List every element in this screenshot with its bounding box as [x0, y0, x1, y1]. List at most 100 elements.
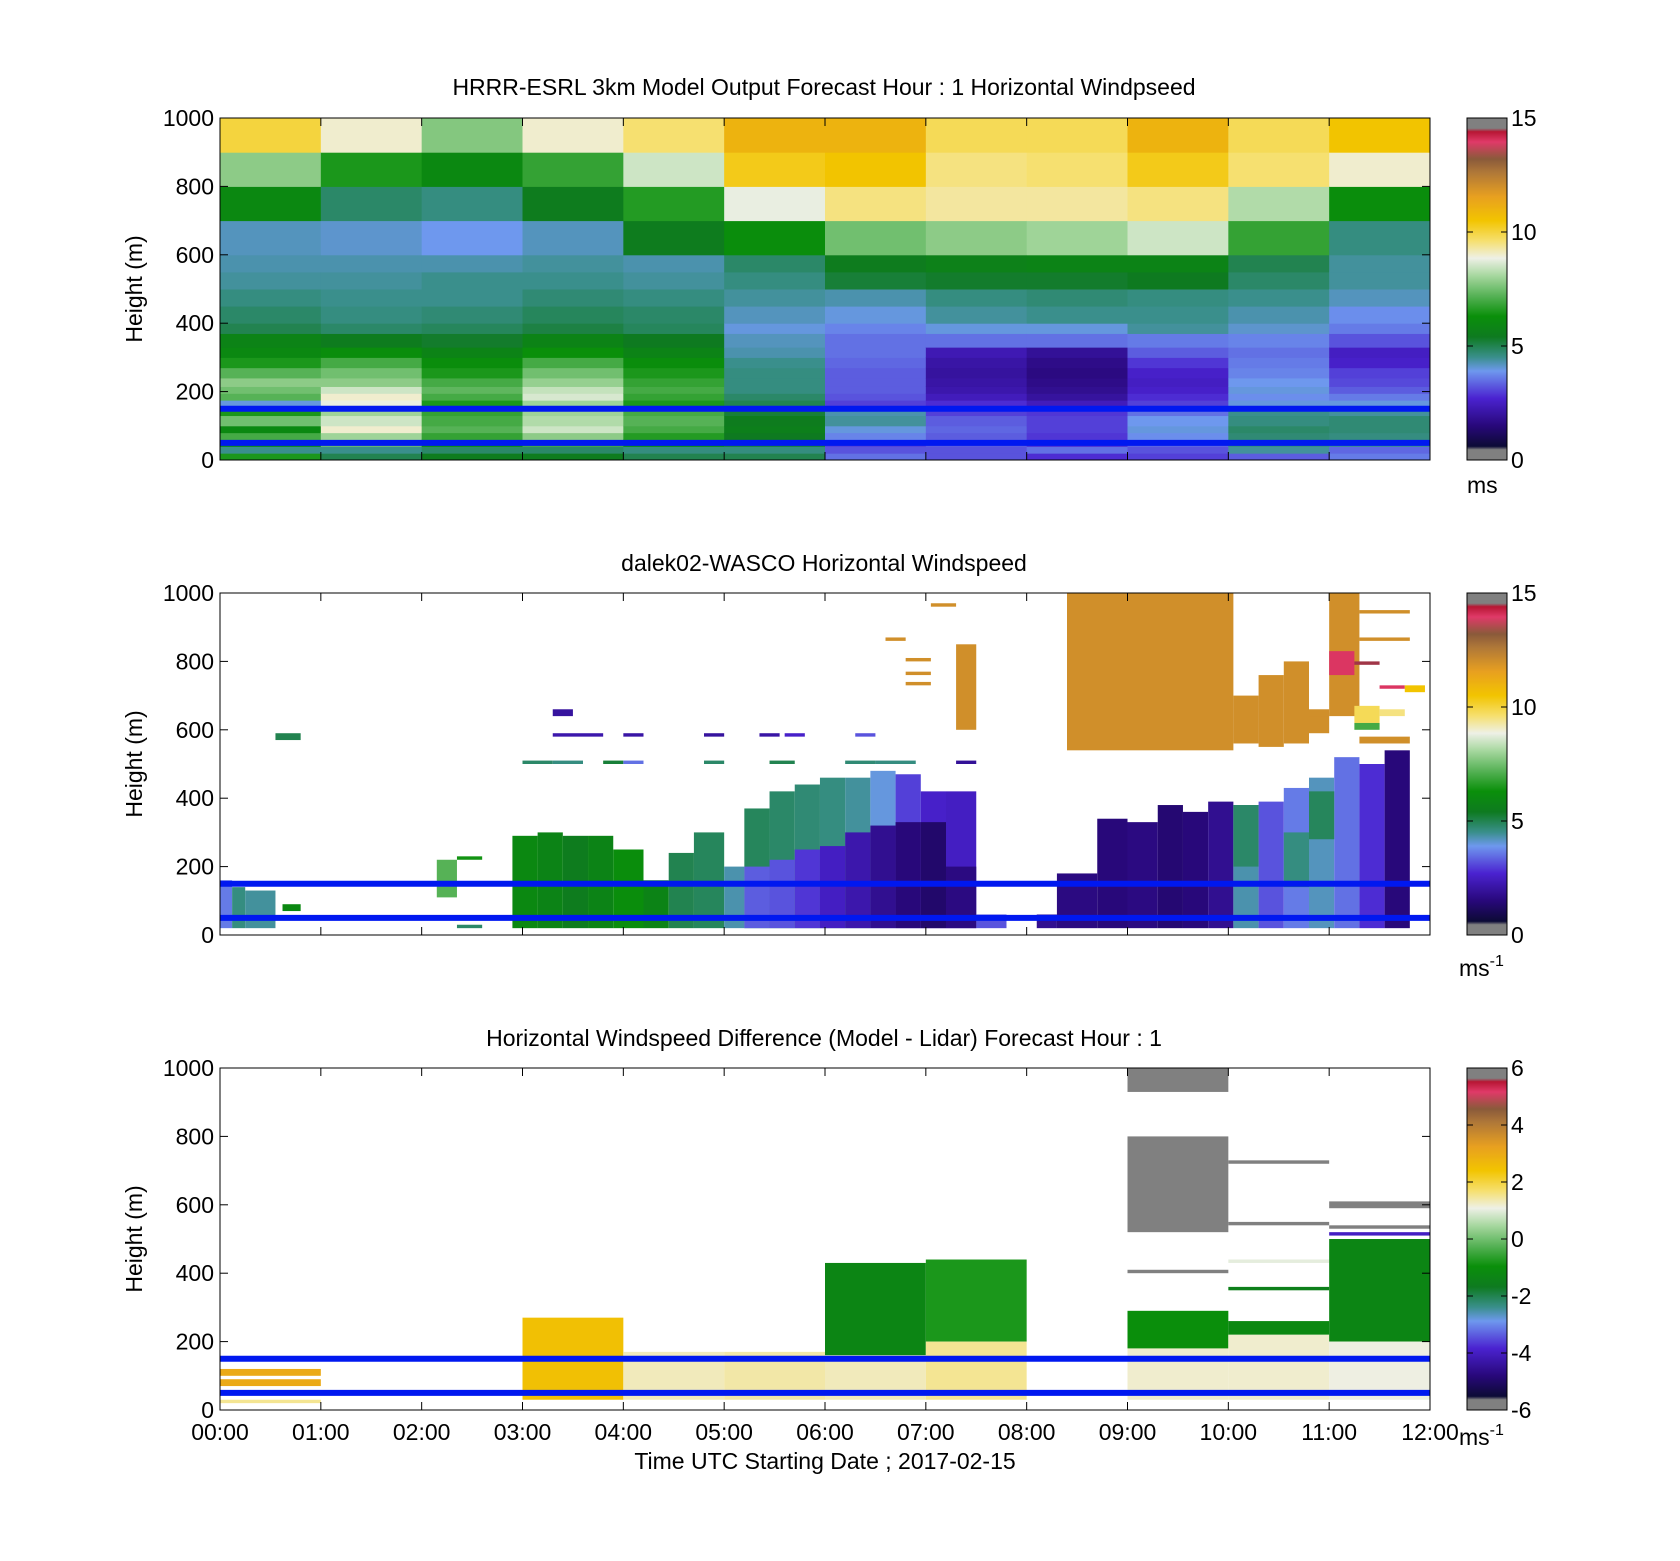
heatmap-cell — [925, 400, 1028, 410]
heatmap-cell — [1359, 736, 1410, 744]
heatmap-cell — [1097, 818, 1128, 929]
heatmap-cell — [1026, 408, 1128, 417]
heatmap-cell — [1026, 186, 1128, 222]
heatmap-cell — [1208, 801, 1234, 929]
heatmap-cell — [1359, 637, 1410, 641]
heatmap-cell — [1329, 220, 1431, 256]
heatmap-cell — [522, 432, 624, 440]
heatmap-cell — [956, 760, 977, 764]
heatmap-cell — [220, 425, 322, 434]
y-tick-label: 400 — [176, 1260, 214, 1286]
heatmap-cell — [421, 400, 523, 410]
heatmap-cell — [956, 644, 977, 730]
panel-title: dalek02-WASCO Horizontal Windspeed — [621, 550, 1027, 576]
heatmap-cell — [1127, 323, 1229, 334]
heatmap-cell — [220, 400, 322, 410]
heatmap-cell — [1127, 1136, 1229, 1233]
y-axis-label: Height (m) — [121, 710, 147, 817]
plot-area: 0 200 400 600 800 1000 — [163, 580, 1431, 948]
heatmap-cell — [1329, 271, 1431, 290]
heatmap-cell — [1026, 347, 1128, 358]
x-ticks: 00:00 01:00 02:00 03:00 04:00 05:00 06:00 07:00… — [191, 1068, 1459, 1445]
heatmap-cell — [1026, 446, 1128, 454]
heatmap-cell — [421, 347, 523, 358]
colorbar-ticks: 0 5 10 15 — [1467, 105, 1537, 473]
heatmap-cell — [220, 377, 322, 387]
heatmap-cell — [724, 306, 826, 324]
colorbar: 0 5 10 15 ms-1 — [1459, 580, 1537, 981]
x-axis-label: Time UTC Starting Date ; 2017-02-15 — [634, 1448, 1015, 1474]
heatmap-cell — [320, 323, 423, 334]
x-ticks — [219, 593, 1431, 935]
heatmap-cell — [1329, 186, 1431, 222]
heatmap-cell — [421, 357, 523, 369]
heatmap-cell — [232, 887, 246, 929]
x-tick-label: 00:00 — [191, 1419, 249, 1445]
heatmap-cell — [1157, 805, 1183, 929]
colorbar: -6 -4 -2 0 2 4 6 ms-1 — [1459, 1055, 1532, 1450]
heatmap-cell — [1228, 152, 1330, 187]
heatmap-cells — [220, 593, 1425, 929]
heatmap-cell — [1329, 453, 1431, 461]
heatmap-cell — [825, 152, 927, 187]
heatmap-cell — [1329, 400, 1431, 410]
heatmap-cell — [320, 152, 423, 187]
heatmap-cell — [724, 254, 826, 273]
heatmap-cell — [693, 832, 725, 929]
heatmap-cell — [421, 306, 523, 324]
heatmap-cell — [825, 289, 927, 307]
colorbar-tick-label: 4 — [1511, 1112, 1524, 1138]
heatmap-cell — [522, 306, 624, 324]
heatmap-cell — [825, 118, 927, 153]
heatmap-cell — [1127, 1269, 1229, 1274]
heatmap-cell — [925, 306, 1028, 324]
heatmap-cell — [1228, 333, 1330, 348]
heatmap-cell — [522, 446, 624, 454]
colorbar-tick-label: 10 — [1511, 219, 1537, 245]
colorbar-tick-label: 10 — [1511, 694, 1537, 720]
heatmap-cell — [1127, 400, 1229, 410]
heatmap-cell — [220, 118, 322, 153]
heatmap-cell — [1334, 757, 1360, 929]
x-tick-label: 11:00 — [1301, 1419, 1357, 1445]
heatmap-cell — [1228, 323, 1330, 334]
heatmap-cell — [845, 832, 871, 929]
heatmap-cell — [925, 254, 1028, 273]
colorbar-tick-label: 15 — [1511, 105, 1537, 131]
heatmap-cell — [1258, 675, 1284, 747]
heatmap-cell — [1228, 1221, 1330, 1226]
heatmap-cell — [1329, 367, 1431, 379]
heatmap-cell — [275, 733, 301, 741]
heatmap-cell — [220, 1379, 321, 1387]
heatmap-cell — [220, 323, 322, 334]
heatmap-cell — [1182, 811, 1209, 929]
heatmap-cell — [825, 306, 927, 324]
heatmap-cell — [1354, 722, 1380, 730]
heatmap-cell — [925, 1259, 1027, 1342]
heatmap-cell — [421, 408, 523, 417]
colorbar-gradient — [1467, 593, 1507, 935]
heatmap-cell — [623, 425, 725, 434]
y-tick-label: 800 — [176, 173, 214, 199]
heatmap-cell — [522, 333, 624, 348]
heatmap-cell — [522, 152, 624, 187]
heatmap-cell — [220, 357, 322, 369]
heatmap-cell — [623, 432, 725, 440]
y-axis-label: Height (m) — [121, 1185, 147, 1292]
heatmap-cell — [1127, 306, 1229, 324]
heatmap-cell — [1127, 1068, 1229, 1092]
heatmap-cell — [220, 347, 322, 358]
heatmap-cell — [320, 220, 423, 256]
heatmap-cell — [1309, 712, 1330, 734]
heatmap-cell — [825, 220, 927, 256]
heatmap-cell — [421, 453, 523, 461]
heatmap-cell — [220, 408, 322, 417]
heatmap-cell — [1127, 289, 1229, 307]
x-tick-label: 02:00 — [393, 1419, 451, 1445]
heatmap-cell — [320, 333, 423, 348]
heatmap-cell — [522, 220, 624, 256]
heatmap-cell — [925, 289, 1028, 307]
y-tick-label: 0 — [201, 922, 214, 948]
heatmap-cell — [1379, 685, 1405, 689]
